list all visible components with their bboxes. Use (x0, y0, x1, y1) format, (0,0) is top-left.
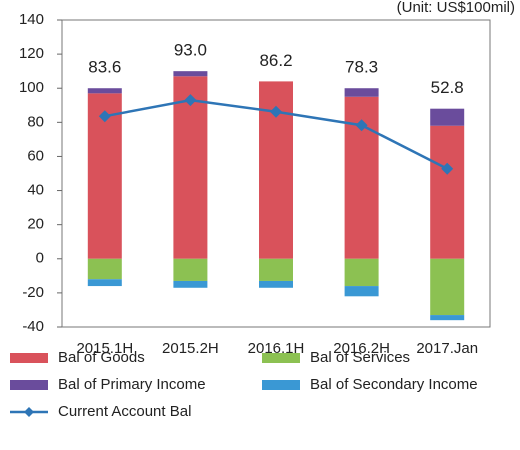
bar-segment (344, 286, 379, 297)
y-tick-label: 60 (27, 147, 44, 164)
line-marker (98, 110, 111, 123)
bar-segment (430, 108, 465, 126)
line-marker (355, 119, 368, 132)
legend-swatch (10, 380, 48, 390)
data-label: 93.0 (174, 41, 207, 60)
y-tick-label: 0 (36, 250, 44, 267)
legend-label: Bal of Secondary Income (310, 376, 478, 393)
bar-segment (430, 315, 465, 321)
legend-swatch (262, 380, 300, 390)
line-marker (270, 105, 282, 118)
bar-segment (173, 76, 208, 259)
x-tick-label: 2015.1H (76, 340, 133, 357)
bar-segment (344, 258, 379, 287)
legend-label: Bal of Primary Income (58, 376, 206, 393)
bar-segment (259, 258, 293, 281)
y-tick-label: 100 (19, 79, 44, 96)
data-label: 52.8 (431, 78, 464, 97)
plot-frame (61, 19, 491, 328)
bar-segment (173, 71, 208, 77)
bar-segment (259, 280, 293, 288)
legend-label: Bal of Goods (58, 349, 145, 366)
bar-segment (173, 280, 208, 288)
bar-segment (87, 279, 122, 287)
bar-segment (430, 258, 465, 316)
data-label: 78.3 (345, 58, 378, 77)
legend-label: Current Account Bal (58, 403, 191, 420)
chart-subtitle: (Unit: US$100mil) (397, 0, 515, 16)
data-label: 86.2 (259, 51, 292, 70)
y-tick-label: -40 (22, 318, 44, 335)
x-tick-label: 2017.Jan (416, 340, 478, 357)
x-tick-label: 2015.2H (162, 340, 219, 357)
line-marker (184, 94, 197, 107)
legend-swatch (262, 353, 300, 363)
y-tick-label: 40 (27, 182, 44, 199)
legend-label: Bal of Services (310, 349, 410, 366)
y-tick-label: -20 (22, 284, 44, 301)
y-tick-label: 80 (27, 113, 44, 130)
x-tick-label: 2016.1H (248, 340, 305, 357)
line-marker (441, 162, 454, 175)
bar-segment (344, 88, 379, 97)
bar-segment (87, 88, 122, 94)
y-tick-label: 120 (19, 45, 44, 62)
y-tick-label: 20 (27, 216, 44, 233)
bar-segment (173, 258, 208, 281)
bar-segment (430, 125, 465, 259)
bar-segment (87, 258, 122, 280)
y-tick-label: 140 (19, 11, 44, 28)
x-tick-label: 2016.2H (333, 340, 390, 357)
legend-swatch (10, 353, 48, 363)
data-label: 83.6 (88, 58, 121, 77)
legend-marker (24, 407, 34, 417)
